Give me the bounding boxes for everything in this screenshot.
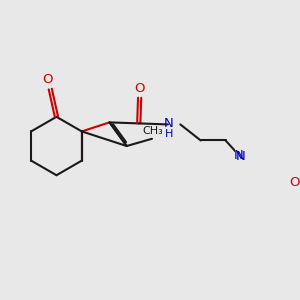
Text: CH₃: CH₃ (142, 126, 163, 136)
Text: N: N (235, 150, 245, 163)
Text: O: O (134, 82, 145, 95)
Text: N: N (164, 117, 174, 130)
Text: H: H (165, 129, 173, 139)
Text: O: O (42, 73, 53, 85)
Text: N: N (234, 149, 243, 162)
Text: O: O (289, 176, 300, 189)
